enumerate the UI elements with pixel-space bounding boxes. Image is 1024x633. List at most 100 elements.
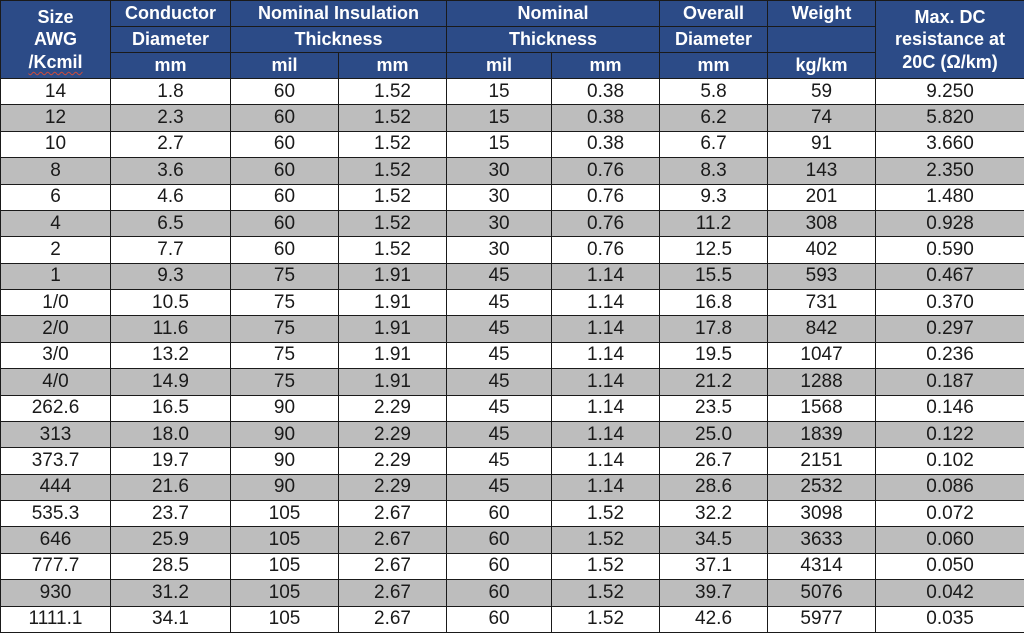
header-row-units: mm mil mm mil mm mm kg/km (1, 52, 1024, 79)
table-cell: 25.9 (110, 526, 231, 554)
table-cell: 1.14 (551, 341, 661, 370)
table-cell: 1.52 (551, 526, 661, 554)
table-cell: 0.76 (551, 209, 661, 238)
table-cell: 0.035 (875, 605, 1024, 633)
table-cell: 3633 (767, 526, 877, 554)
table-cell: 9.250 (875, 77, 1024, 106)
table-cell: 8.3 (659, 157, 769, 185)
unit-nominal-mil: mil (446, 52, 553, 79)
table-cell: 15 (446, 130, 553, 159)
table-cell: 1.91 (337, 262, 448, 291)
table-cell: 1.52 (551, 605, 661, 633)
table-cell: 45 (446, 420, 553, 449)
table-cell: 60 (230, 183, 339, 211)
table-cell: 0.042 (875, 579, 1024, 607)
table-cell: 19.5 (659, 341, 769, 370)
table-cell: 1.91 (337, 368, 448, 396)
table-cell: 1047 (767, 341, 877, 370)
table-row: 4/0 14.9 75 1.91 45 1.14 21.2 1288 0.187 (0, 368, 1024, 396)
table-row: 313 18.0 90 2.29 45 1.14 25.0 1839 0.122 (0, 420, 1024, 449)
table-cell: 0.122 (875, 420, 1024, 449)
table-cell: 91 (767, 130, 877, 159)
table-cell: 1.14 (551, 368, 661, 396)
table-cell: 0.76 (551, 157, 661, 185)
table-cell: 444 (0, 473, 111, 502)
table-row: 535.3 23.7 105 2.67 60 1.52 32.2 3098 0.072 (0, 499, 1024, 528)
table-cell: 60 (446, 605, 553, 633)
table-row: 8 3.6 60 1.52 30 0.76 8.3 143 2.350 (0, 157, 1024, 185)
table-cell: 2532 (767, 473, 877, 502)
table-cell: 1.52 (337, 77, 448, 106)
header-max-dc-resistance: Max. DC resistance at 20C (Ω/km) (875, 0, 1024, 79)
table-row: 1 9.3 75 1.91 45 1.14 15.5 593 0.467 (0, 262, 1024, 291)
header-conductor-diameter: Diameter (110, 26, 231, 53)
unit-nominal-mm: mm (551, 52, 661, 79)
table-cell: 15 (446, 104, 553, 132)
table-cell: 0.102 (875, 447, 1024, 475)
header-weight: Weight (767, 0, 877, 27)
table-cell: 2.350 (875, 157, 1024, 185)
table-cell: 6.2 (659, 104, 769, 132)
table-cell: 646 (0, 526, 111, 554)
header-nominal-thickness: Thickness (446, 26, 661, 53)
table-cell: 3.660 (875, 130, 1024, 159)
header-row-1: Size AWG /Kcmil Conductor Nominal Insula… (0, 0, 1024, 79)
table-cell: 23.5 (659, 394, 769, 422)
table-cell: 2.29 (337, 447, 448, 475)
table-cell: 25.0 (659, 420, 769, 449)
table-cell: 30 (446, 183, 553, 211)
table-cell: 26.7 (659, 447, 769, 475)
header-conductor: Conductor (110, 0, 231, 27)
table-cell: 45 (446, 288, 553, 317)
table-cell: 18.0 (110, 420, 231, 449)
table-cell: 8 (0, 157, 111, 185)
table-cell: 60 (446, 499, 553, 528)
header-resistance-line-2: resistance at (894, 29, 1006, 50)
table-cell: 5.8 (659, 77, 769, 106)
table-cell: 9.3 (110, 262, 231, 291)
table-cell: 1.52 (551, 579, 661, 607)
table-cell: 930 (0, 579, 111, 607)
table-cell: 0.928 (875, 209, 1024, 238)
table-cell: 37.1 (659, 552, 769, 581)
table-cell: 535.3 (0, 499, 111, 528)
table-cell: 9.3 (659, 183, 769, 211)
table-row: 3/0 13.2 75 1.91 45 1.14 19.5 1047 0.236 (0, 341, 1024, 370)
table-cell: 75 (230, 341, 339, 370)
table-cell: 0.297 (875, 315, 1024, 343)
table-cell: 45 (446, 473, 553, 502)
table-cell: 201 (767, 183, 877, 211)
header-size-line: Size (37, 6, 74, 27)
table-cell: 19.7 (110, 447, 231, 475)
table-cell: 2.67 (337, 605, 448, 633)
table-cell: 105 (230, 605, 339, 633)
table-cell: 45 (446, 262, 553, 291)
table-cell: 59 (767, 77, 877, 106)
table-cell: 75 (230, 315, 339, 343)
table-cell: 74 (767, 104, 877, 132)
table-row: 777.7 28.5 105 2.67 60 1.52 37.1 4314 0.050 (0, 552, 1024, 581)
table-cell: 2/0 (0, 315, 111, 343)
table-cell: 0.187 (875, 368, 1024, 396)
table-cell: 15 (446, 77, 553, 106)
table-cell: 31.2 (110, 579, 231, 607)
table-body: 14 1.8 60 1.52 15 0.38 5.8 59 9.250 12 2.3 60 1.52 15… (0, 77, 1024, 633)
table-row: 1/0 10.5 75 1.91 45 1.14 16.8 731 0.370 (0, 288, 1024, 317)
table-cell: 0.590 (875, 236, 1024, 264)
table-cell: 90 (230, 473, 339, 502)
table-cell: 1.52 (337, 157, 448, 185)
table-cell: 262.6 (0, 394, 111, 422)
unit-conductor-mm: mm (110, 52, 231, 79)
header-nominal-insulation: Nominal Insulation (229, 0, 448, 27)
table-cell: 14 (0, 77, 111, 106)
header-awg-line: AWG (34, 29, 77, 50)
table-cell: 4 (0, 209, 111, 238)
table-cell: 28.5 (110, 552, 231, 581)
table-cell: 6 (0, 183, 111, 211)
table-cell: 0.050 (875, 552, 1024, 581)
unit-weight-kgkm: kg/km (767, 52, 877, 79)
table-cell: 5076 (767, 579, 877, 607)
table-cell: 4/0 (0, 368, 111, 396)
header-overall-diameter: Diameter (659, 26, 769, 53)
